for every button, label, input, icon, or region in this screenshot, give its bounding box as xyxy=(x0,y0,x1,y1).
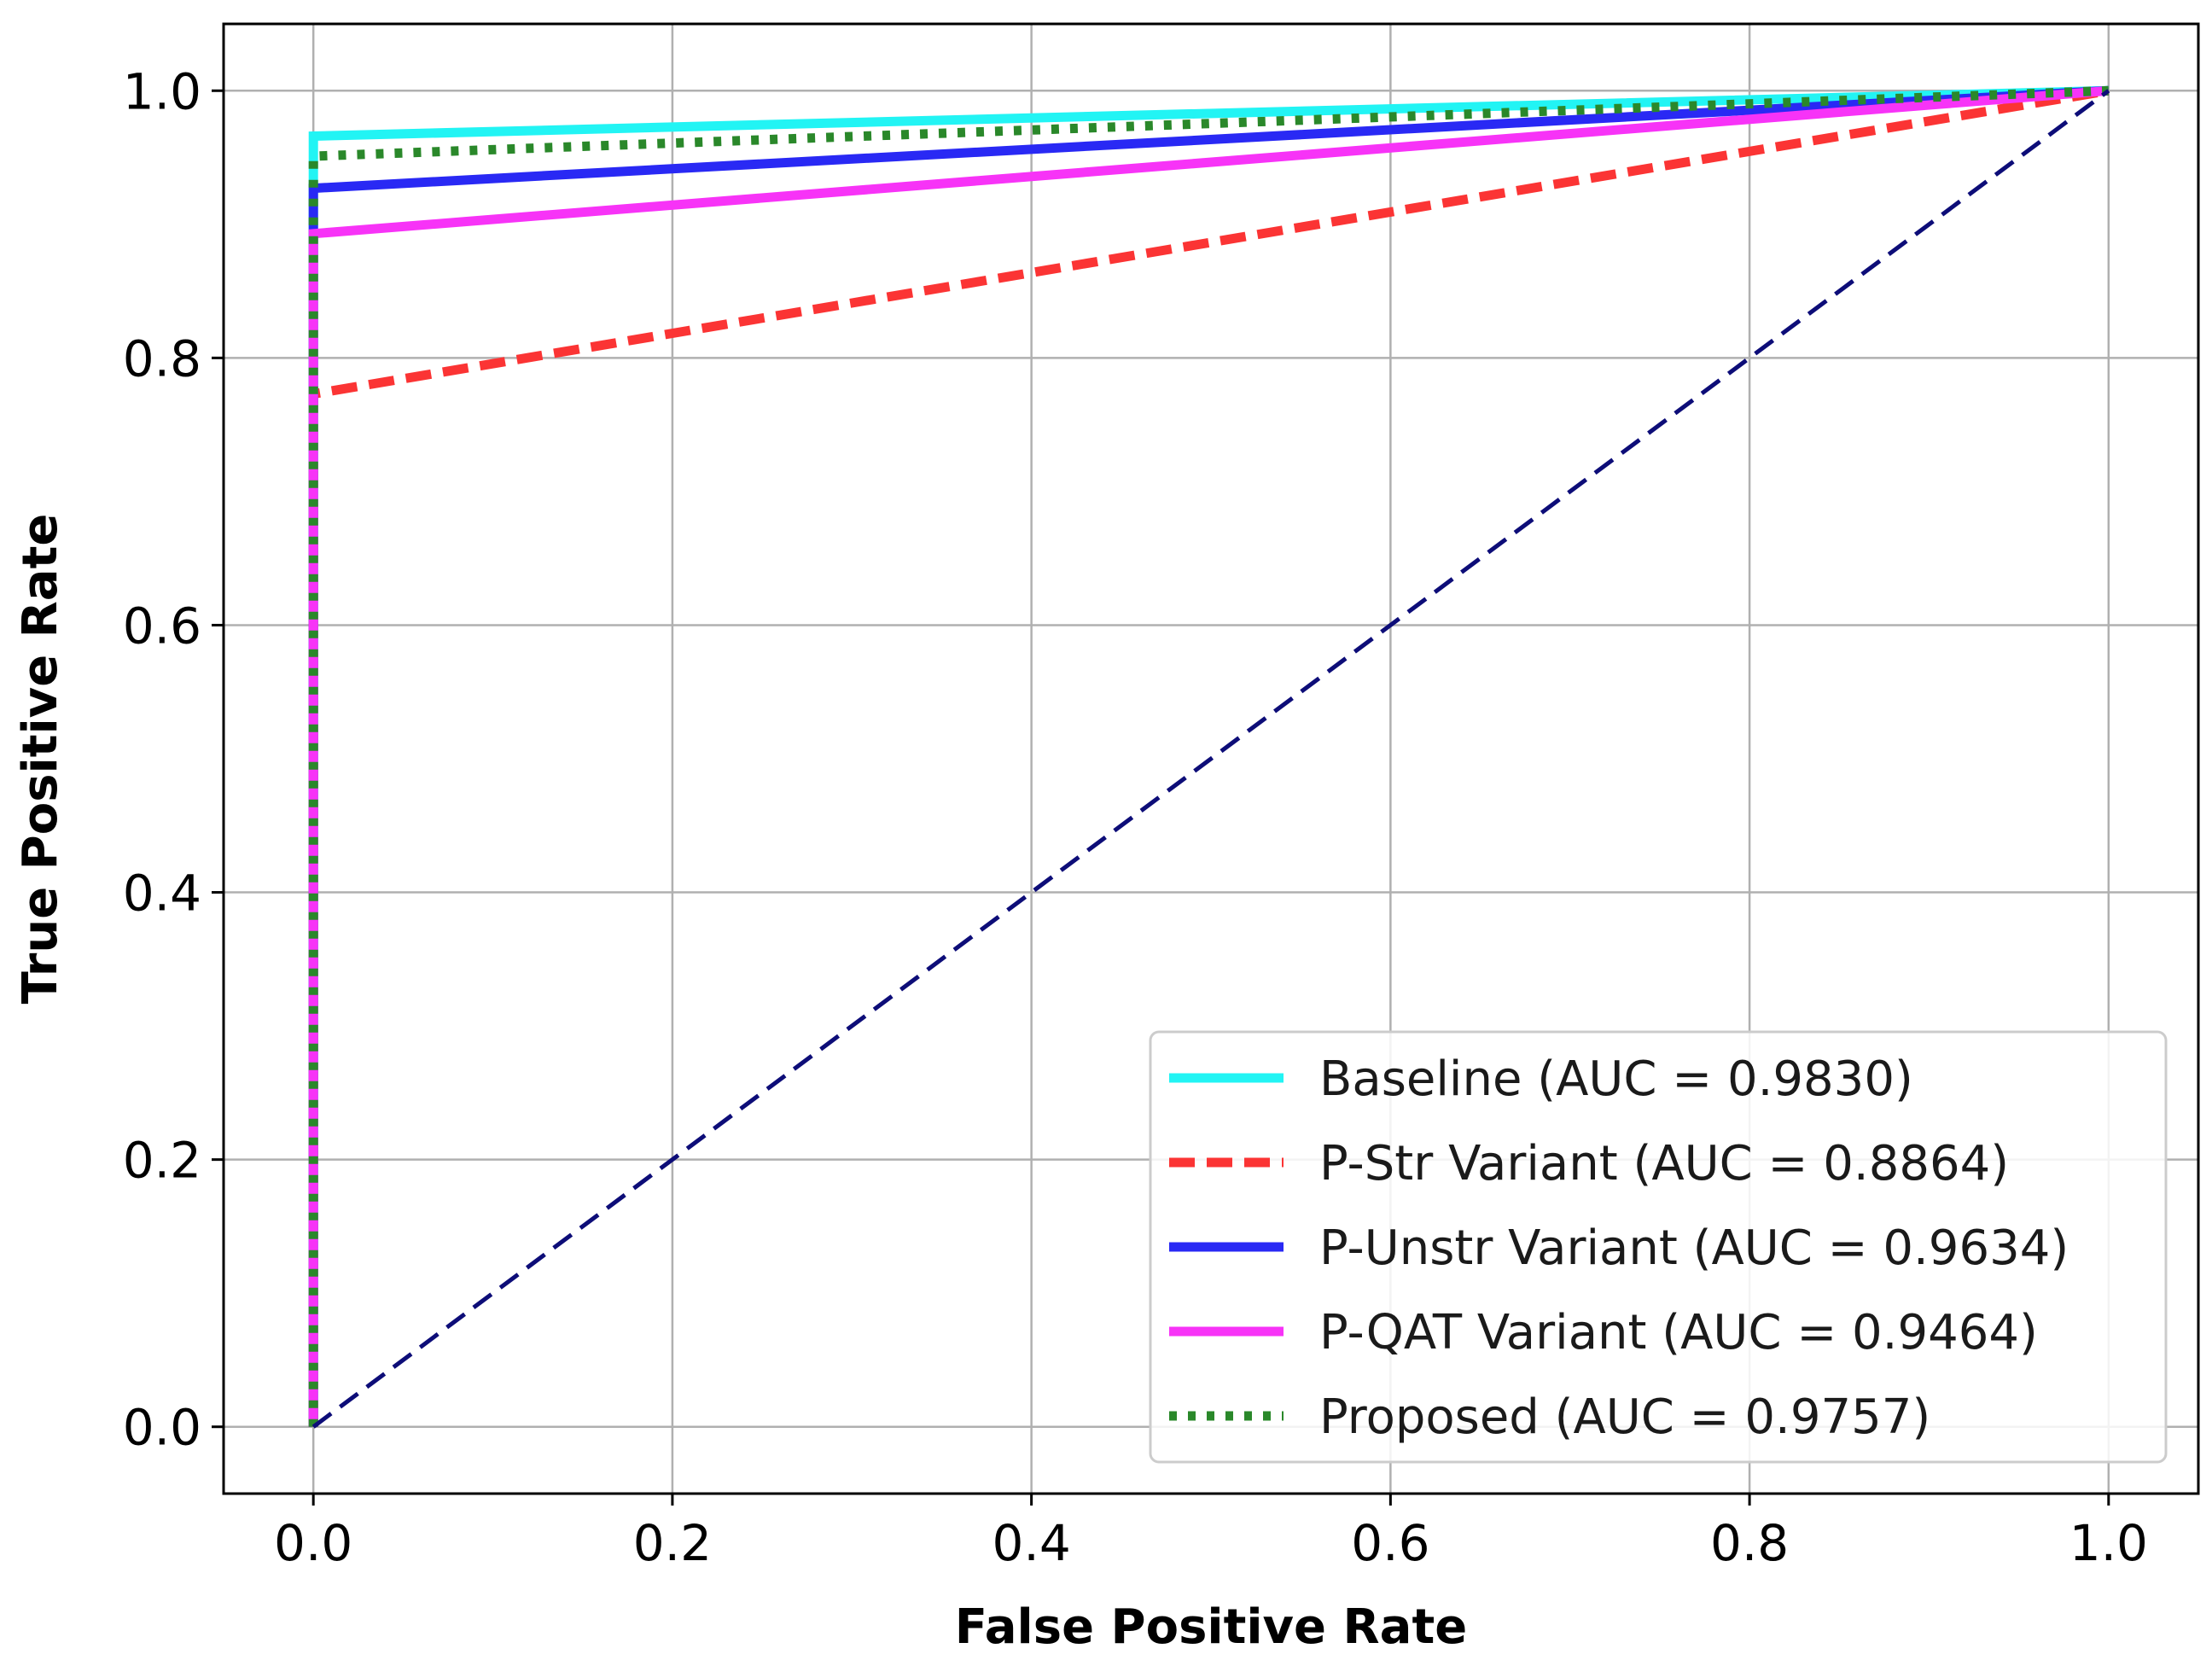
chance-diagonal-line xyxy=(311,89,2110,1429)
legend-label: P-Str Variant (AUC = 0.8864) xyxy=(1319,1136,2009,1191)
y-tick-label: 1.0 xyxy=(123,62,201,120)
axis-ticks: 0.0 0.2 0.4 0.6 0.8 1.0 0.0 0.2 0.4 0.6 0.8 1.0 xyxy=(123,62,2148,1572)
x-tick-label: 0.4 xyxy=(992,1514,1071,1572)
legend-entry: Proposed (AUC = 0.9757) xyxy=(1169,1389,1930,1445)
x-tick-label: 0.8 xyxy=(1710,1514,1789,1572)
y-tick-label: 0.2 xyxy=(123,1132,201,1190)
y-axis-label: True Positive Rate xyxy=(13,514,68,1005)
y-tick-label: 0.8 xyxy=(123,329,201,387)
x-tick-label: 1.0 xyxy=(2069,1514,2148,1572)
plot-frame xyxy=(222,22,2200,1495)
y-tick-label: 0.4 xyxy=(123,865,201,923)
legend-label: Proposed (AUC = 0.9757) xyxy=(1319,1389,1930,1445)
legend: Baseline (AUC = 0.9830) P-Str Variant (AU… xyxy=(1149,1030,2168,1464)
legend-entry: P-Unstr Variant (AUC = 0.9634) xyxy=(1169,1220,2069,1276)
x-tick-label: 0.0 xyxy=(274,1514,352,1572)
x-tick-label: 0.6 xyxy=(1351,1514,1429,1572)
x-axis-label: False Positive Rate xyxy=(955,1599,1467,1655)
legend-entry: Baseline (AUC = 0.9830) xyxy=(1169,1051,1913,1107)
y-tick-label: 0.0 xyxy=(123,1399,201,1457)
legend-entry: P-Str Variant (AUC = 0.8864) xyxy=(1169,1136,2009,1191)
legend-entry: P-QAT Variant (AUC = 0.9464) xyxy=(1169,1305,2038,1360)
legend-label: Baseline (AUC = 0.9830) xyxy=(1319,1051,1913,1107)
grid xyxy=(224,24,2198,1494)
y-tick-label: 0.6 xyxy=(123,597,201,655)
x-tick-label: 0.2 xyxy=(633,1514,712,1572)
legend-label: P-QAT Variant (AUC = 0.9464) xyxy=(1319,1305,2038,1360)
plot-lines xyxy=(308,85,2110,1429)
legend-box xyxy=(1149,1030,2168,1464)
legend-label: P-Unstr Variant (AUC = 0.9634) xyxy=(1319,1220,2069,1276)
